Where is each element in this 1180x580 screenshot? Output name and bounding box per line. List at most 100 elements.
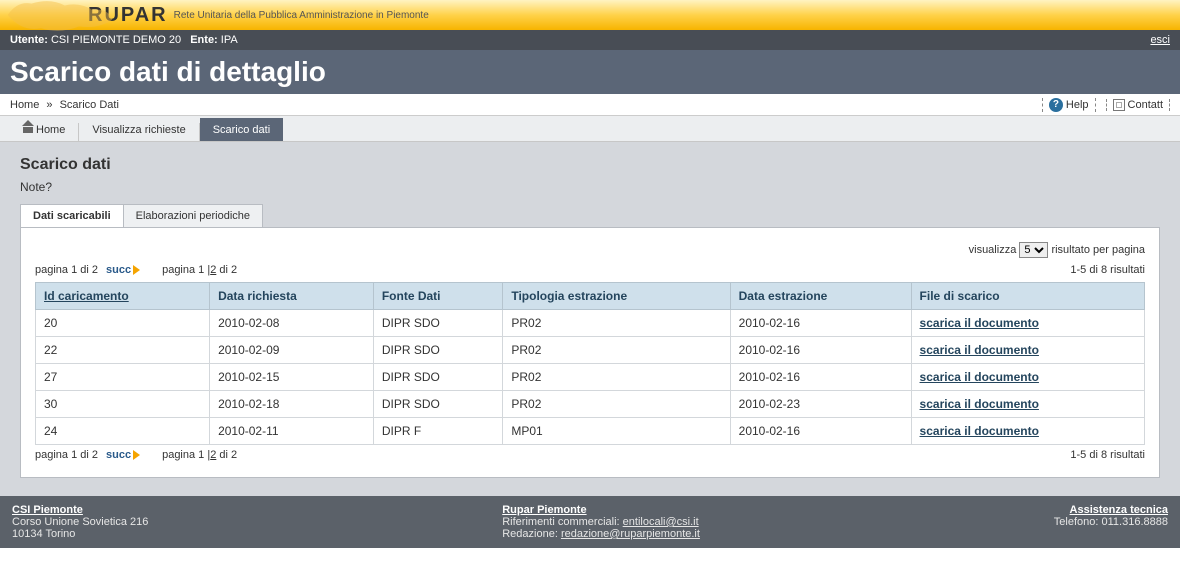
download-link[interactable]: scarica il documento [920,397,1039,411]
cell-data-estrazione: 2010-02-16 [730,364,911,391]
table-row: 242010-02-11DIPR FMP012010-02-16 scarica … [36,418,1145,445]
footer-rupar: Rupar Piemonte Riferimenti commerciali: … [502,504,700,540]
cell-file: scarica il documento [911,418,1144,445]
page-title: Scarico dati di dettaglio [10,56,1170,88]
pager-bottom: pagina 1 di 2 succ pagina 1 |2 di 2 1-5 … [35,445,1145,465]
col-data-richiesta: Data richiesta [210,283,374,310]
cell-id: 30 [36,391,210,418]
help-links: ? Help Contatt [1042,98,1170,112]
home-icon [23,123,33,133]
tab-scarico-dati[interactable]: Scarico dati [200,118,283,141]
ente-value: IPA [221,34,238,46]
data-panel: visualizza 5 risultato per pagina pagina… [20,227,1160,478]
cell-tipologia: PR02 [503,337,730,364]
pager-next-link[interactable]: succ [106,449,140,461]
user-info: Utente: CSI PIEMONTE DEMO 20 Ente: IPA [10,34,244,46]
footer-assist-phone: Telefono: 011.316.8888 [1054,516,1168,528]
cell-data-estrazione: 2010-02-16 [730,337,911,364]
tab-visualizza-richieste[interactable]: Visualizza richieste [79,118,198,141]
pager-result-span: 1-5 di 8 risultati [1070,264,1145,276]
table-row: 222010-02-09DIPR SDOPR022010-02-16 scaric… [36,337,1145,364]
perpage-label-pre: visualizza [969,244,1017,256]
cell-tipologia: PR02 [503,391,730,418]
user-value: CSI PIEMONTE DEMO 20 [51,34,181,46]
download-link[interactable]: scarica il documento [920,370,1039,384]
download-link[interactable]: scarica il documento [920,343,1039,357]
table-row: 302010-02-18DIPR SDOPR022010-02-23 scaric… [36,391,1145,418]
pager-next-link[interactable]: succ [106,264,140,276]
cell-data-estrazione: 2010-02-16 [730,418,911,445]
next-arrow-icon [133,450,140,460]
col-tipologia: Tipologia estrazione [503,283,730,310]
help-group[interactable]: ? Help [1042,98,1096,112]
tab-home[interactable]: Home [10,117,78,141]
logout-link[interactable]: esci [1150,34,1170,46]
inner-tab-elaborazioni-periodiche[interactable]: Elaborazioni periodiche [123,204,263,227]
breadcrumb-row: Home » Scarico Dati ? Help Contatt [0,94,1180,116]
footer-rif-label: Riferimenti commerciali: [502,516,622,528]
perpage-label-post: risultato per pagina [1051,244,1145,256]
cell-data-richiesta: 2010-02-18 [210,391,374,418]
help-icon: ? [1049,98,1063,112]
footer-assist: Assistenza tecnica Telefono: 011.316.888… [1054,504,1168,540]
cell-data-richiesta: 2010-02-15 [210,364,374,391]
breadcrumb-current: Scarico Dati [60,99,119,111]
cell-id: 27 [36,364,210,391]
footer-red-label: Redazione: [502,528,561,540]
contact-group[interactable]: Contatt [1106,99,1170,111]
inner-tabs: Dati scaricabili Elaborazioni periodiche [20,204,1160,227]
cell-data-richiesta: 2010-02-09 [210,337,374,364]
cell-tipologia: MP01 [503,418,730,445]
cell-fonte: DIPR F [373,418,503,445]
contact-icon [1113,99,1125,111]
cell-fonte: DIPR SDO [373,310,503,337]
cell-data-estrazione: 2010-02-23 [730,391,911,418]
perpage-select[interactable]: 5 [1019,242,1048,258]
contact-label: Contatt [1128,99,1163,111]
pager-top: pagina 1 di 2 succ pagina 1 |2 di 2 1-5 … [35,260,1145,280]
cell-data-richiesta: 2010-02-11 [210,418,374,445]
footer-red-link[interactable]: redazione@ruparpiemonte.it [561,528,700,540]
footer-assist-title: Assistenza tecnica [1070,504,1168,516]
footer-rif-link[interactable]: entilocali@csi.it [623,516,699,528]
footer-csi-addr2: 10134 Torino [12,528,75,540]
breadcrumb-home[interactable]: Home [10,99,39,111]
col-id[interactable]: Id caricamento [36,283,210,310]
table-row: 202010-02-08DIPR SDOPR022010-02-16scaric… [36,310,1145,337]
cell-tipologia: PR02 [503,310,730,337]
region-map-decoration [0,0,120,34]
breadcrumb: Home » Scarico Dati [10,99,119,111]
cell-tipologia: PR02 [503,364,730,391]
cell-file: scarica il documento [911,337,1144,364]
cell-data-richiesta: 2010-02-08 [210,310,374,337]
cell-fonte: DIPR SDO [373,337,503,364]
page-title-bar: Scarico dati di dettaglio [0,50,1180,94]
pager-result-span: 1-5 di 8 risultati [1070,449,1145,461]
footer-csi: CSI Piemonte Corso Unione Sovietica 216 … [12,504,148,540]
main-tabs: Home Visualizza richieste Scarico dati [0,116,1180,142]
inner-tab-dati-scaricabili[interactable]: Dati scaricabili [20,204,124,227]
download-link[interactable]: scarica il documento [920,424,1039,438]
footer: CSI Piemonte Corso Unione Sovietica 216 … [0,496,1180,548]
footer-csi-title: CSI Piemonte [12,504,83,516]
user-label: Utente: [10,34,48,46]
download-link[interactable]: scarica il documento [920,316,1039,330]
col-file: File di scarico [911,283,1144,310]
content-heading: Scarico dati [20,156,1160,174]
cell-id: 20 [36,310,210,337]
breadcrumb-sep: » [46,99,52,111]
col-fonte: Fonte Dati [373,283,503,310]
pager-page-of: pagina 1 di 2 [35,264,98,276]
pager-pages: pagina 1 |2 di 2 [162,449,237,461]
ente-label: Ente: [190,34,218,46]
next-arrow-icon [133,265,140,275]
cell-id: 24 [36,418,210,445]
data-table: Id caricamento Data richiesta Fonte Dati… [35,282,1145,445]
cell-fonte: DIPR SDO [373,391,503,418]
footer-rupar-title: Rupar Piemonte [502,504,586,516]
user-bar: Utente: CSI PIEMONTE DEMO 20 Ente: IPA e… [0,30,1180,50]
cell-fonte: DIPR SDO [373,364,503,391]
col-data-estrazione: Data estrazione [730,283,911,310]
footer-csi-addr1: Corso Unione Sovietica 216 [12,516,148,528]
cell-id: 22 [36,337,210,364]
